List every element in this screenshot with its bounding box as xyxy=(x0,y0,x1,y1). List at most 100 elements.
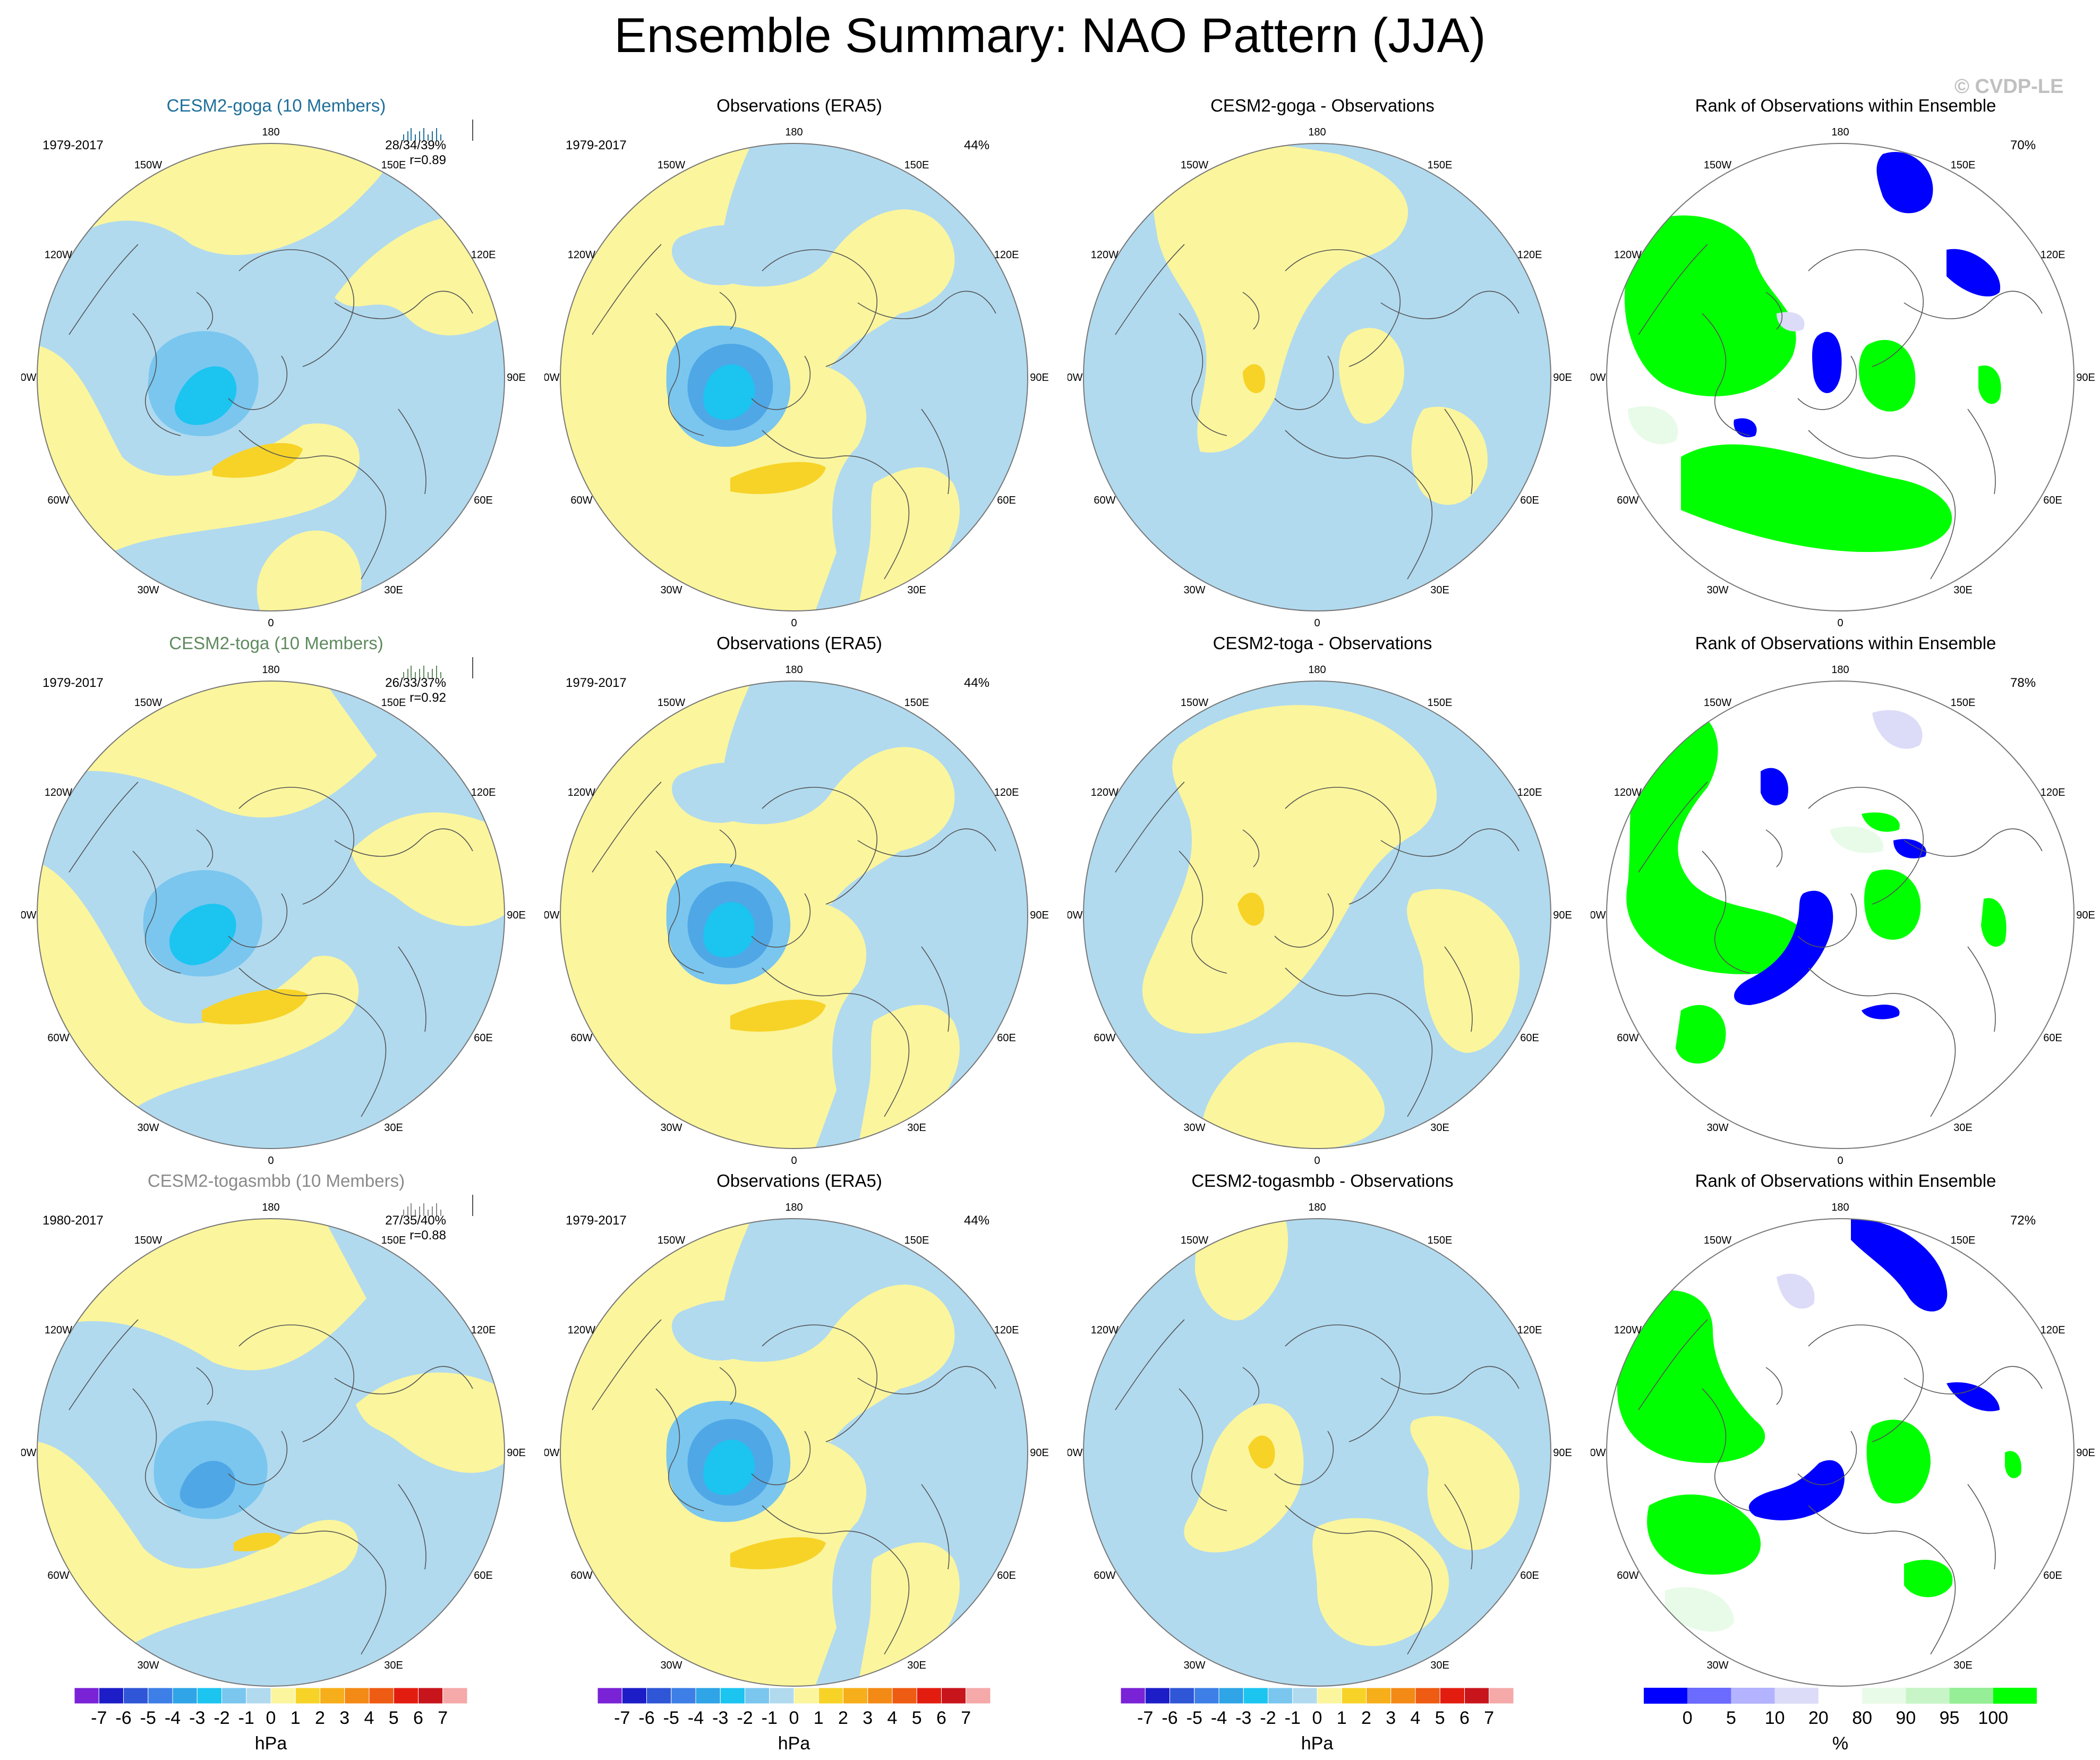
longitude-label: 180 xyxy=(1308,1202,1326,1213)
longitude-label: 120E xyxy=(1517,1324,1542,1336)
longitude-label: 30E xyxy=(1953,584,1973,596)
coastline xyxy=(1444,409,1473,495)
coastline xyxy=(1808,1505,1956,1655)
colorbar-box xyxy=(1415,1687,1440,1704)
longitude-label: 30W xyxy=(1706,584,1728,596)
longitude-label: 90W xyxy=(544,1447,560,1459)
longitude-label: 120E xyxy=(1517,249,1542,261)
field-contour xyxy=(1617,1290,1765,1463)
longitude-label: 90W xyxy=(21,909,37,921)
colorbar-box xyxy=(621,1687,647,1704)
colorbar-label: 5 xyxy=(389,1708,399,1728)
longitude-label: 60W xyxy=(47,1570,69,1582)
longitude-label: 120E xyxy=(471,1324,496,1336)
colorbar-label: -7 xyxy=(614,1708,630,1728)
colorbar-box xyxy=(1268,1687,1293,1704)
panel-model-row1: 180 150E 120E 90E 60E 30E 0 30W 60W 90W 120W 150W CE… xyxy=(21,96,531,627)
panel-title: CESM2-goga (10 Members) xyxy=(166,96,386,115)
field-contour xyxy=(730,999,826,1032)
coastline xyxy=(1285,1324,1401,1442)
coastline xyxy=(1285,787,1401,905)
colorbar-label: 95 xyxy=(1940,1708,1960,1728)
colorbar-box xyxy=(270,1687,296,1704)
longitude-label: 90E xyxy=(1030,909,1049,921)
colorbar-label: 3 xyxy=(863,1708,873,1728)
longitude-label: 60E xyxy=(997,1032,1016,1044)
coastline xyxy=(1967,946,1996,1032)
field-contour xyxy=(1195,1219,1288,1321)
coastline xyxy=(69,1319,139,1410)
longitude-label: 90E xyxy=(1553,372,1572,384)
field-contour xyxy=(37,345,360,611)
longitude-label: 30E xyxy=(384,584,403,596)
longitude-label: 180 xyxy=(1308,664,1326,676)
colorbar-label: -4 xyxy=(165,1708,181,1728)
colorbar-obs: -7 -6 -5 -4 -3 -2 -1 0 1 2 3 4 5 6 7 hPa xyxy=(592,1687,996,1756)
longitude-label: 120E xyxy=(2041,1324,2065,1336)
field-contour xyxy=(1866,1419,1931,1504)
longitude-label: 30W xyxy=(1706,1122,1728,1134)
longitude-label: 90W xyxy=(544,372,560,384)
colorbar-box xyxy=(1366,1687,1392,1704)
longitude-label: 90W xyxy=(21,372,37,384)
coastline xyxy=(1285,430,1433,580)
field-contour xyxy=(672,763,757,823)
longitude-label: 60W xyxy=(1617,1570,1638,1582)
colorbar-box xyxy=(295,1687,320,1704)
coastline xyxy=(762,1505,910,1655)
panel-diff-row3: 180150E120E90E60E30E030W60W90W120W150WCE… xyxy=(1068,1171,1577,1702)
colorbar-box xyxy=(1341,1687,1367,1704)
coastline xyxy=(196,829,214,868)
longitude-label: 90W xyxy=(21,1447,37,1459)
colorbar-box xyxy=(966,1687,991,1704)
pct-variance-label: 44% xyxy=(964,1213,990,1228)
longitude-label: 60E xyxy=(1520,1570,1539,1582)
field-contour xyxy=(1777,312,1805,331)
longitude-label: 120W xyxy=(1614,249,1642,261)
coastline xyxy=(334,1366,473,1395)
panel-title: CESM2-togasmbb (10 Members) xyxy=(147,1171,405,1191)
panel-obs-row1: 180 150E 120E 90E 60E 30E 0 30W 60W 90W 120W 150W Ob… xyxy=(544,96,1054,627)
colorbar-label: -3 xyxy=(1235,1708,1251,1728)
colorbar-label: -2 xyxy=(1260,1708,1276,1728)
coastline xyxy=(751,355,811,410)
field-contour xyxy=(356,1372,505,1473)
longitude-label: 150E xyxy=(1951,159,1976,171)
colorbar-box xyxy=(1687,1688,1731,1704)
longitude-label: 90E xyxy=(507,1447,526,1459)
coastline xyxy=(1380,1366,1519,1395)
colorbar-label: 0 xyxy=(266,1708,276,1728)
longitude-label: 60E xyxy=(2043,1032,2062,1044)
longitude-label: 60W xyxy=(1094,1570,1115,1582)
longitude-label: 30E xyxy=(1430,1660,1449,1671)
panel-title: Observations (ERA5) xyxy=(716,633,882,653)
field-contour xyxy=(1312,1518,1449,1646)
field-contour xyxy=(37,1442,358,1686)
coastline xyxy=(1444,1484,1473,1570)
longitude-label: 150E xyxy=(381,159,406,171)
coastline xyxy=(238,1505,387,1655)
longitude-label: 0 xyxy=(1314,617,1320,627)
longitude-label: 120E xyxy=(994,787,1019,798)
longitude-label: 150W xyxy=(1181,1235,1208,1246)
colorbar-label: 3 xyxy=(1386,1708,1396,1728)
colorbar-box xyxy=(393,1687,419,1704)
panel-title: CESM2-goga - Observations xyxy=(1210,96,1435,115)
map-border xyxy=(1606,143,2075,611)
coastline xyxy=(1638,1319,1708,1410)
longitude-label: 180 xyxy=(1308,126,1326,138)
field-contour xyxy=(1411,406,1488,505)
colorbar-rank: 0 5 10 20 80 90 95 100% xyxy=(1638,1687,2042,1756)
field-contour xyxy=(1904,1560,1953,1597)
pct-variance-label: 28/34/39% xyxy=(385,138,446,152)
colorbar-label: -6 xyxy=(1162,1708,1177,1728)
coastline xyxy=(921,1484,950,1570)
coastline xyxy=(1903,291,2043,319)
colorbar-box xyxy=(221,1687,247,1704)
longitude-label: 150E xyxy=(904,159,929,171)
field-contour xyxy=(858,1005,960,1149)
coastline xyxy=(1967,409,1996,495)
coastline xyxy=(751,893,811,948)
longitude-label: 150W xyxy=(1181,159,1208,171)
colorbar-label: 4 xyxy=(364,1708,374,1728)
